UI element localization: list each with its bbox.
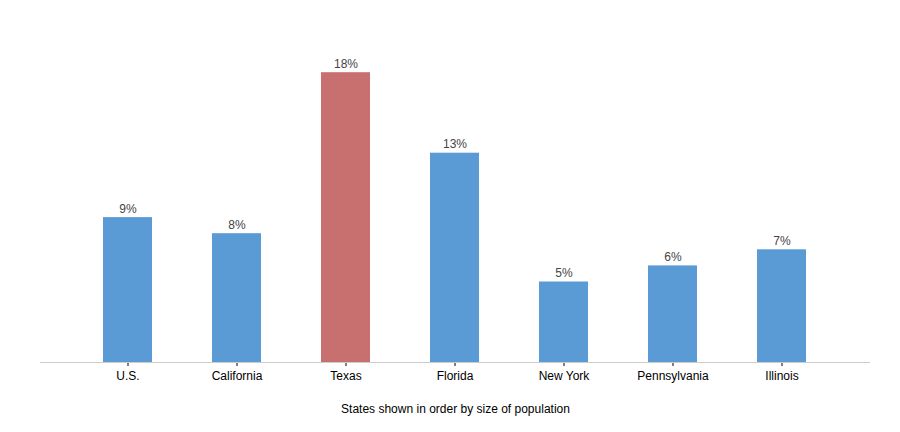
svg-text:New York: New York <box>539 369 591 383</box>
svg-text:8%: 8% <box>228 218 246 232</box>
svg-text:U.S.: U.S. <box>116 369 139 383</box>
svg-text:18%: 18% <box>334 57 358 71</box>
svg-text:7%: 7% <box>773 234 791 248</box>
svg-text:9%: 9% <box>119 202 137 216</box>
svg-text:6%: 6% <box>664 250 682 264</box>
svg-text:5%: 5% <box>555 266 573 280</box>
svg-text:States shown in order by size: States shown in order by size of populat… <box>341 402 570 416</box>
svg-text:Pennsylvania: Pennsylvania <box>637 369 709 383</box>
svg-text:Texas: Texas <box>330 369 361 383</box>
svg-text:Florida: Florida <box>437 369 474 383</box>
svg-text:13%: 13% <box>443 137 467 151</box>
svg-text:California: California <box>212 369 263 383</box>
svg-text:Illinois: Illinois <box>765 369 798 383</box>
